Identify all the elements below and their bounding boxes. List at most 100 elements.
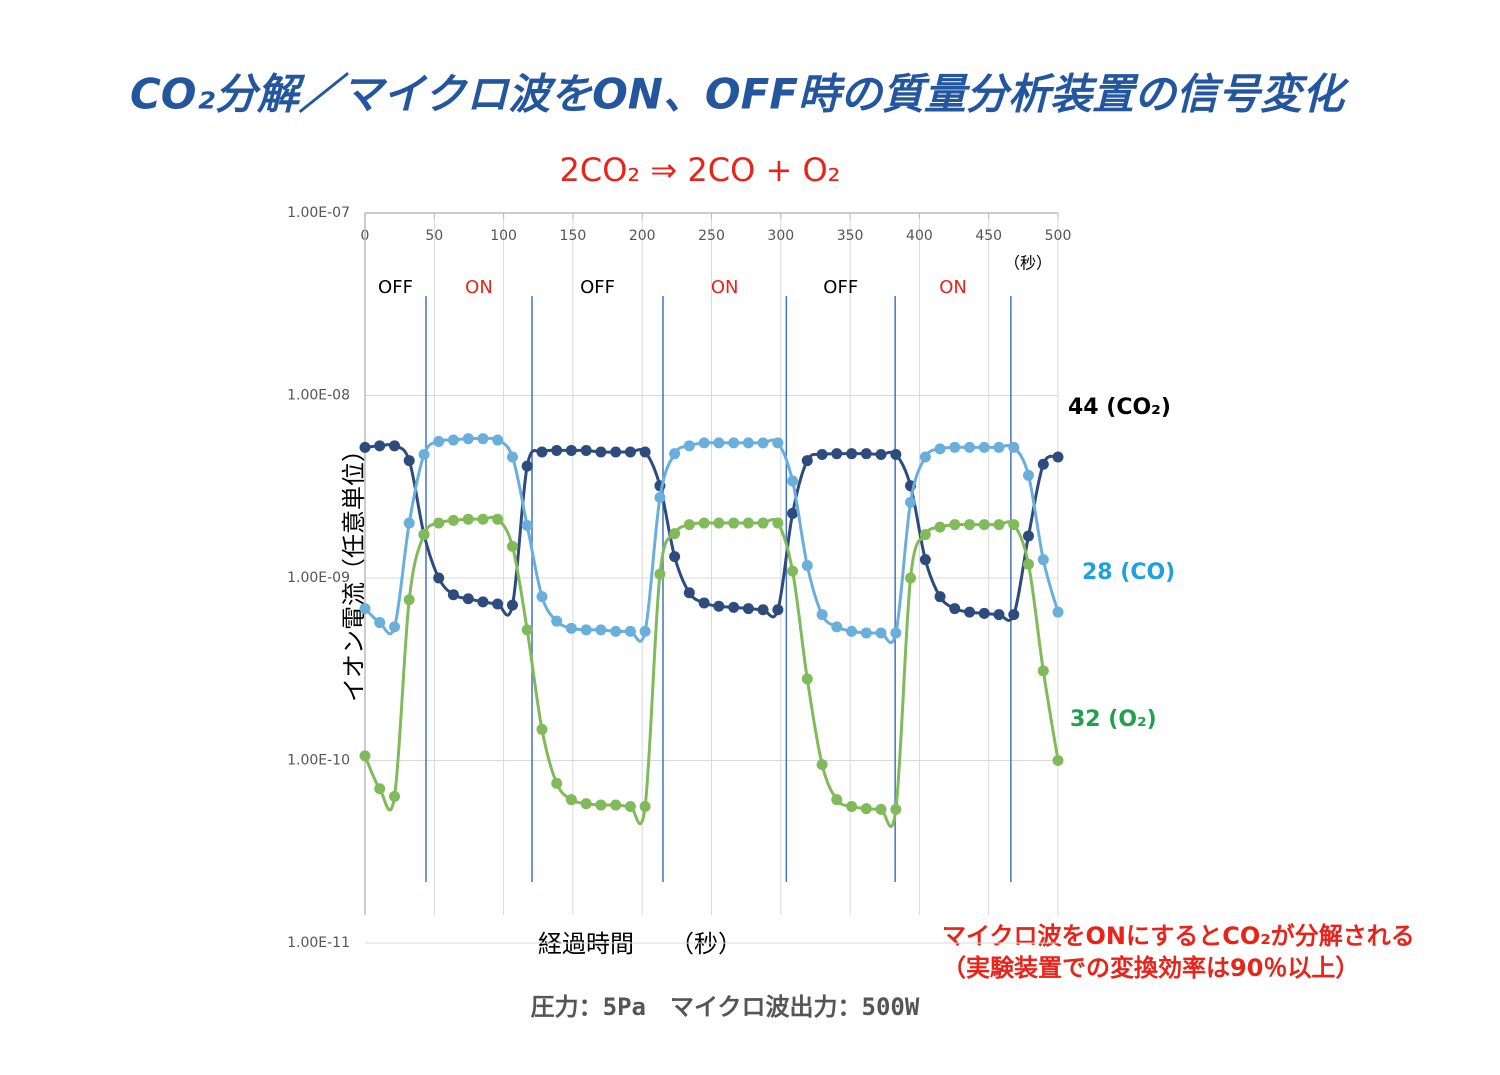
- data-point: [521, 519, 533, 531]
- data-point: [993, 441, 1005, 453]
- data-point: [477, 513, 489, 525]
- data-point: [374, 440, 386, 452]
- data-point: [905, 572, 917, 584]
- data-point: [492, 513, 504, 525]
- data-point: [359, 603, 371, 615]
- data-point: [565, 794, 577, 806]
- data-point: [374, 617, 386, 629]
- x-tick-label: 150: [560, 228, 587, 244]
- y-tick-label: 1.00E-07: [287, 205, 350, 221]
- data-point: [580, 624, 592, 636]
- data-point: [639, 800, 651, 812]
- data-point: [978, 441, 990, 453]
- data-point: [993, 609, 1005, 621]
- data-point: [831, 794, 843, 806]
- data-point: [905, 496, 917, 508]
- data-point: [875, 803, 887, 815]
- phase-label: ON: [465, 277, 493, 298]
- data-point: [477, 433, 489, 445]
- data-point: [728, 517, 740, 529]
- y-tick-label: 1.00E-11: [287, 935, 350, 951]
- data-point: [506, 540, 518, 552]
- data-point: [890, 449, 902, 461]
- data-point: [610, 446, 622, 458]
- series-label: 28 (CO): [1082, 560, 1175, 585]
- data-point: [433, 517, 445, 529]
- data-point: [669, 551, 681, 563]
- x-tick-label: 50: [425, 228, 443, 244]
- data-point: [669, 448, 681, 460]
- data-point: [787, 565, 799, 577]
- data-point: [860, 627, 872, 639]
- data-point: [551, 444, 563, 456]
- data-point: [683, 587, 695, 599]
- y-tick-label: 1.00E-09: [287, 570, 350, 586]
- x-unit: （秒）: [1004, 254, 1052, 273]
- data-point: [772, 604, 784, 616]
- data-point: [403, 594, 415, 606]
- data-point: [801, 455, 813, 467]
- data-point: [492, 598, 504, 610]
- data-point: [536, 723, 548, 735]
- phase-label: ON: [939, 277, 967, 298]
- data-point: [787, 475, 799, 487]
- x-tick-label: 450: [975, 228, 1002, 244]
- data-point: [492, 434, 504, 446]
- data-point: [978, 519, 990, 531]
- data-point: [462, 513, 474, 525]
- x-tick-label: 400: [906, 228, 933, 244]
- data-point: [742, 603, 754, 615]
- data-point: [669, 528, 681, 540]
- data-point: [801, 560, 813, 572]
- data-point: [536, 446, 548, 458]
- data-point: [816, 449, 828, 461]
- data-point: [506, 451, 518, 463]
- data-point: [447, 514, 459, 526]
- data-point: [816, 759, 828, 771]
- data-point: [831, 621, 843, 633]
- data-point: [565, 622, 577, 634]
- data-point: [1052, 606, 1064, 618]
- data-point: [978, 607, 990, 619]
- data-point: [713, 437, 725, 449]
- data-point: [728, 601, 740, 613]
- data-point: [757, 604, 769, 616]
- data-point: [846, 448, 858, 460]
- data-point: [713, 517, 725, 529]
- x-axis-label: 経過時間 （秒）: [538, 930, 742, 958]
- data-point: [359, 750, 371, 762]
- data-point: [536, 591, 548, 603]
- data-point: [403, 517, 415, 529]
- data-point: [846, 625, 858, 637]
- data-point: [772, 437, 784, 449]
- data-point: [1022, 530, 1034, 542]
- y-axis-label: イオン電流（任意単位）: [340, 438, 368, 702]
- data-point: [654, 568, 666, 580]
- data-point: [934, 521, 946, 533]
- data-point: [610, 625, 622, 637]
- footer: 圧力：5Pa マイクロ波出力：500W: [531, 993, 920, 1021]
- data-point: [683, 519, 695, 531]
- data-point: [831, 448, 843, 460]
- data-point: [418, 529, 430, 541]
- data-point: [551, 777, 563, 789]
- data-point: [860, 448, 872, 460]
- data-point: [1052, 451, 1064, 463]
- data-point: [462, 593, 474, 605]
- data-point: [846, 800, 858, 812]
- data-point: [580, 798, 592, 810]
- data-point: [389, 621, 401, 633]
- data-point: [949, 441, 961, 453]
- data-point: [374, 783, 386, 795]
- data-point: [1052, 755, 1064, 766]
- data-point: [595, 624, 607, 636]
- data-point: [418, 449, 430, 461]
- data-point: [742, 517, 754, 529]
- phase-label: ON: [711, 277, 739, 298]
- data-point: [1008, 441, 1020, 453]
- x-tick-label: 500: [1045, 228, 1072, 244]
- data-point: [860, 803, 872, 815]
- data-point: [919, 529, 931, 541]
- data-point: [993, 519, 1005, 531]
